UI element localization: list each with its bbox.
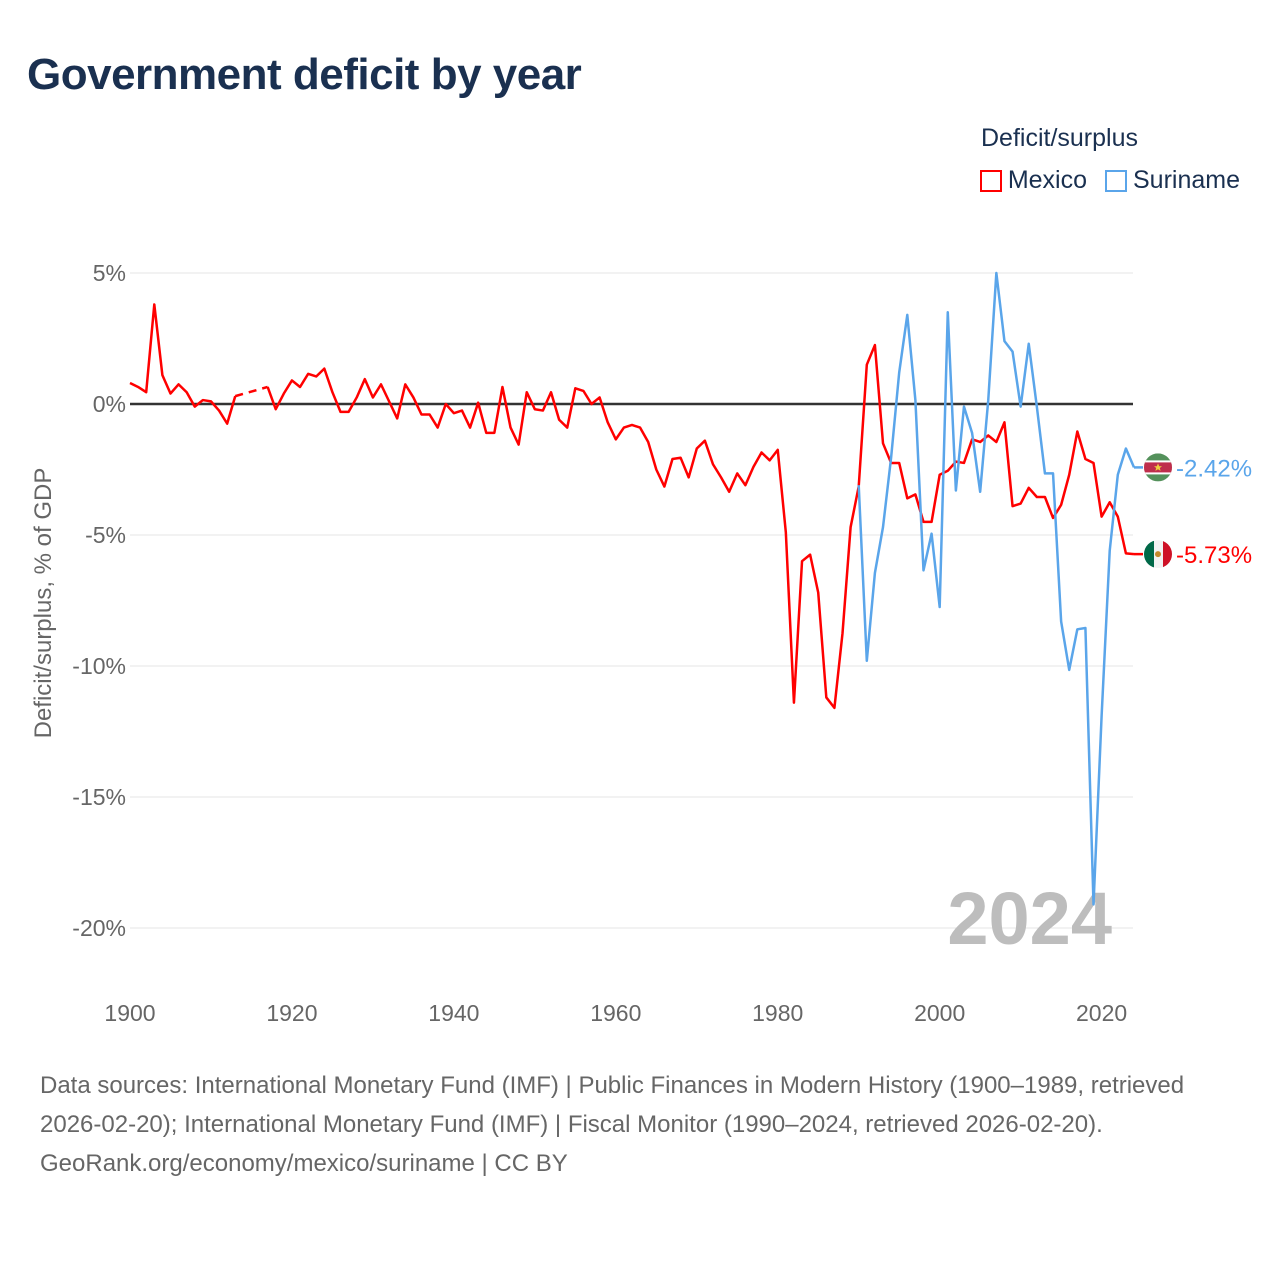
y-tick-label: -10%	[72, 653, 126, 679]
legend-label-mexico: Mexico	[1007, 166, 1087, 194]
series-line-mexico	[266, 343, 1135, 710]
x-tick-label: 2000	[914, 1000, 965, 1026]
legend: Mexico Suriname	[979, 166, 1240, 195]
y-tick-label: -20%	[72, 915, 126, 941]
credit-link[interactable]: GeoRank.org/economy/mexico/suriname | CC…	[40, 1150, 568, 1177]
data-sources: Data sources: International Monetary Fun…	[40, 1072, 1185, 1138]
y-axis-label: Deficit/surplus, % of GDP	[30, 468, 57, 739]
footer: Data sources: International Monetary Fun…	[40, 1066, 1240, 1183]
x-tick-label: 1920	[266, 1000, 317, 1026]
suriname-flag-icon	[1144, 453, 1172, 482]
y-tick-label: -15%	[72, 784, 126, 810]
x-tick-label: 1900	[104, 1000, 155, 1026]
end-value-label-mexico: -5.73%	[1176, 542, 1252, 569]
y-tick-label: 5%	[93, 260, 126, 286]
legend-item-mexico[interactable]: Mexico	[979, 166, 1087, 195]
x-tick-label: 1980	[752, 1000, 803, 1026]
chart-title: Government deficit by year	[27, 50, 582, 99]
x-tick-label: 2020	[1076, 1000, 1127, 1026]
series-line-suriname	[857, 271, 1136, 906]
legend-swatch-mexico	[979, 169, 1002, 192]
y-tick-label: -5%	[85, 522, 126, 548]
legend-label-suriname: Suriname	[1133, 166, 1240, 194]
legend-swatch-suriname	[1105, 169, 1127, 192]
series-gap-mexico	[234, 385, 268, 398]
legend-item-suriname[interactable]: Suriname	[1105, 166, 1240, 195]
year-watermark: 2024	[947, 877, 1112, 960]
mexico-flag-icon	[1144, 540, 1172, 569]
x-tick-label: 1940	[428, 1000, 479, 1026]
x-tick-label: 1960	[590, 1000, 641, 1026]
y-tick-label: 0%	[93, 391, 126, 417]
end-value-label-suriname: -2.42%	[1176, 455, 1252, 482]
legend-title: Deficit/surplus	[981, 124, 1138, 152]
series-line-mexico	[129, 303, 237, 425]
